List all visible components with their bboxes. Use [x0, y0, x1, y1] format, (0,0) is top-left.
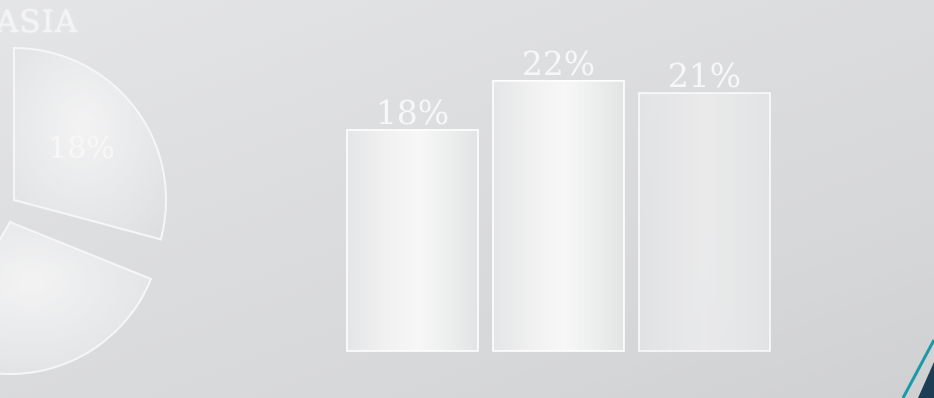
- accent-corner: [918, 362, 934, 398]
- bar: [492, 80, 625, 352]
- pie-slice: [13, 46, 167, 241]
- pie-slice: [0, 220, 153, 375]
- pie-slice-label: 18%: [48, 131, 115, 166]
- region-title: ASIA: [0, 4, 79, 40]
- bar-value-label: 22%: [522, 44, 595, 83]
- accent-line: [901, 339, 934, 398]
- bar-value-label: 18%: [376, 93, 449, 132]
- bar: [346, 129, 479, 352]
- bar-value-label: 21%: [668, 56, 741, 95]
- bar: [638, 92, 771, 352]
